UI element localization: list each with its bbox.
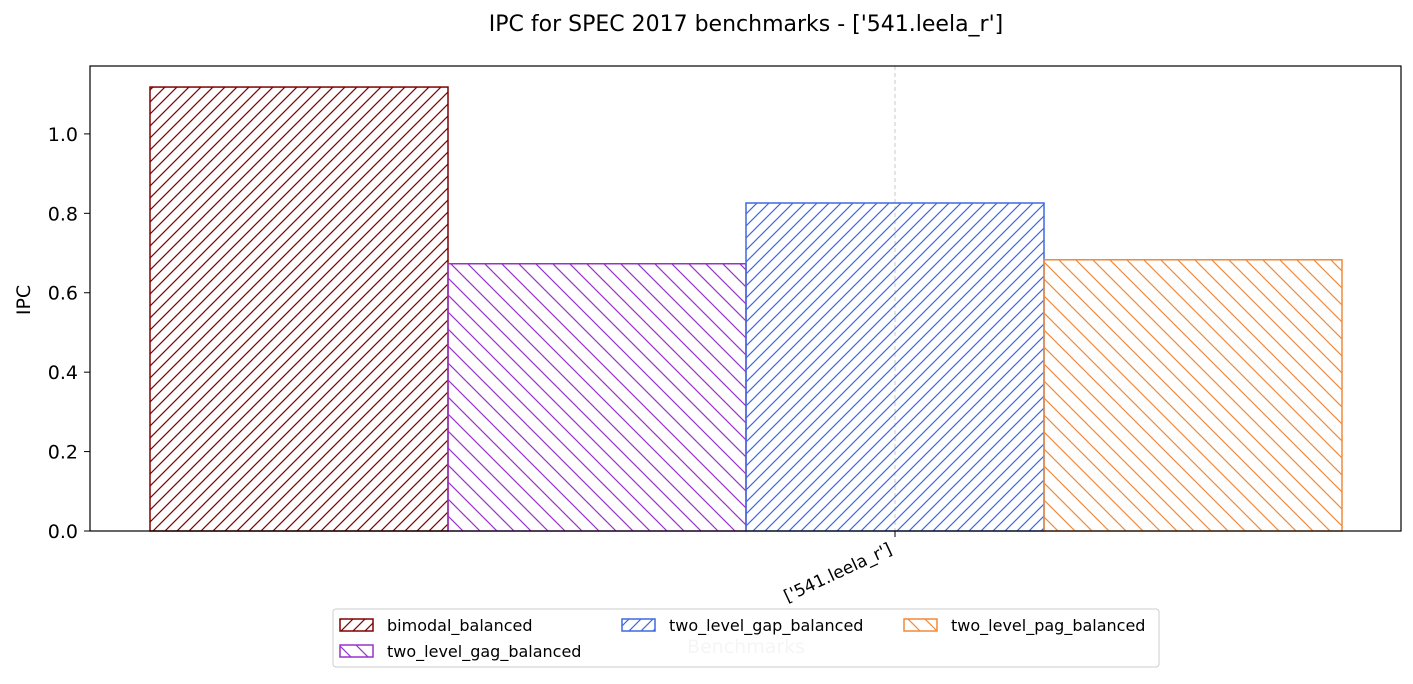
legend-label: two_level_gap_balanced [669, 616, 863, 636]
bar [149, 86, 449, 532]
y-tick-label: 0.2 [48, 442, 78, 464]
bar [447, 263, 747, 532]
chart-title: IPC for SPEC 2017 benchmarks - ['541.lee… [489, 12, 1003, 37]
y-tick-label: 1.0 [48, 124, 78, 146]
plot-frame [89, 65, 1402, 532]
y-tick-label: 0.4 [48, 362, 78, 384]
legend-label: two_level_gag_balanced [387, 642, 581, 662]
bar [745, 202, 1045, 532]
y-tick-label: 0.6 [48, 283, 78, 305]
x-tick-label: ['541.leela_r'] [781, 539, 895, 606]
legend-frame [332, 608, 1160, 668]
bar [1043, 259, 1343, 532]
y-axis-label: IPC [13, 285, 35, 315]
legend-label: two_level_pag_balanced [951, 616, 1145, 636]
y-tick-label: 0.0 [48, 521, 78, 543]
legend-label: bimodal_balanced [387, 616, 533, 636]
legend-swatch [903, 618, 938, 632]
legend-swatch [621, 618, 656, 632]
legend-swatch [339, 618, 374, 632]
legend: bimodal_balanced two_level_gag_balanced tw… [332, 608, 1160, 668]
legend-swatch [339, 644, 374, 658]
y-tick-label: 0.8 [48, 203, 78, 225]
